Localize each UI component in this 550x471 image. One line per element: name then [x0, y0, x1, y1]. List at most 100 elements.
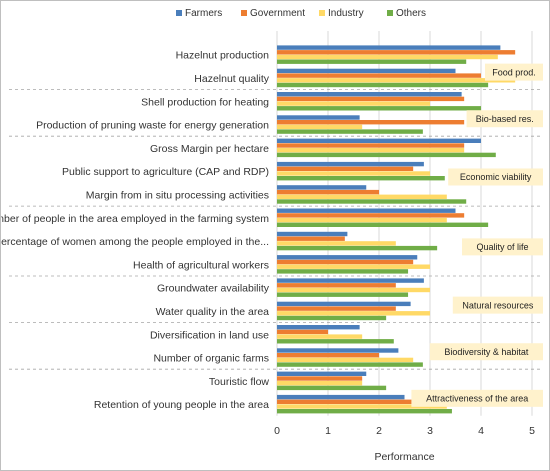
bar-government: [277, 166, 414, 171]
bar-farmers: [277, 161, 424, 167]
bar-government: [277, 399, 430, 404]
bar-others: [277, 315, 387, 321]
bar-industry: [277, 54, 498, 60]
bar-government: [277, 329, 328, 335]
bar-farmers: [277, 325, 360, 330]
bar-industry: [277, 148, 465, 153]
bar-government: [277, 306, 396, 311]
bar-others: [277, 362, 423, 367]
bar-farmers: [277, 185, 367, 190]
bar-industry: [277, 217, 447, 223]
bar-others: [277, 269, 409, 274]
legend-label: Farmers: [185, 8, 222, 19]
group-label-box: [462, 238, 543, 256]
bar-others: [277, 339, 394, 344]
x-tick-label: 1: [325, 425, 331, 437]
bar-industry: [277, 357, 414, 363]
category-label: Public support to agriculture (CAP and R…: [62, 166, 269, 178]
bar-government: [277, 213, 465, 218]
bar-government: [277, 376, 363, 381]
x-tick-labels: 0 1 2 3 4 5: [274, 425, 535, 437]
category-label: Percentage of women among the people emp…: [1, 236, 269, 248]
category-label: Number of people in the area employed in…: [1, 213, 269, 225]
group-label-text: Bio-based res.: [476, 114, 534, 124]
category-label: Hazelnut production: [176, 50, 270, 62]
bar-others: [277, 82, 489, 88]
category-label: Health of agricultural workers: [133, 259, 269, 271]
category-label: Shell production for heating: [141, 96, 269, 108]
legend-swatch: [319, 10, 325, 16]
group-label-text: Biodiversity & habitat: [444, 347, 529, 357]
bar-others: [277, 129, 423, 134]
bar-industry: [277, 124, 363, 130]
bars: [277, 45, 516, 414]
bar-industry: [277, 264, 430, 269]
group-separators: [9, 89, 542, 370]
x-tick-label: 2: [376, 425, 382, 437]
bar-farmers: [277, 371, 367, 376]
legend-item-farmers: Farmers: [176, 8, 222, 19]
legend-swatch: [241, 10, 247, 16]
bar-government: [277, 96, 465, 102]
category-label: Touristic flow: [209, 376, 270, 388]
bar-farmers: [277, 231, 348, 237]
bar-industry: [277, 171, 430, 176]
x-tick-label: 4: [478, 425, 484, 437]
category-label: Retention of young people in the area: [94, 399, 269, 411]
bar-industry: [277, 287, 430, 293]
legend-swatch: [176, 10, 182, 16]
legend-item-government: Government: [241, 8, 305, 19]
category-label: Water quality in the area: [156, 306, 270, 318]
legend-label: Others: [396, 8, 426, 19]
group-label-text: Natural resources: [462, 300, 534, 310]
group-labels: Food prod. Bio-based res. Economic viabili…: [411, 63, 543, 407]
bar-others: [277, 409, 452, 414]
group-label-text: Quality of life: [476, 242, 528, 252]
legend-label: Government: [250, 8, 305, 19]
bar-farmers: [277, 278, 424, 283]
bar-farmers: [277, 68, 456, 74]
category-label: Gross Margin per hectare: [150, 143, 269, 155]
bar-farmers: [277, 45, 501, 50]
bar-industry: [277, 334, 363, 339]
bar-government: [277, 353, 379, 358]
group-label: Food prod.: [485, 63, 543, 81]
bar-industry: [277, 194, 447, 199]
group-label-text: Attractiveness of the area: [426, 394, 528, 404]
group-label-box: [466, 110, 543, 128]
bar-others: [277, 292, 409, 297]
group-label-box: [452, 296, 543, 314]
category-label: Hazelnut quality: [194, 73, 269, 85]
category-label: Production of pruning waste for energy g…: [36, 120, 269, 132]
group-label-box: [448, 168, 543, 186]
bar-industry: [277, 404, 447, 409]
bar-others: [277, 199, 467, 204]
x-tick-label: 5: [529, 425, 535, 437]
bar-others: [277, 176, 445, 181]
group-label: Quality of life: [462, 238, 543, 256]
bar-others: [277, 106, 481, 111]
bar-others: [277, 245, 438, 251]
bar-farmers: [277, 394, 405, 400]
legend-item-others: Others: [387, 8, 426, 19]
bar-others: [277, 59, 467, 64]
legend-swatch: [387, 10, 393, 16]
bar-farmers: [277, 255, 418, 260]
group-label: Bio-based res.: [466, 110, 543, 128]
group-label: Biodiversity & habitat: [429, 343, 543, 361]
bar-farmers: [277, 92, 462, 97]
group-label-text: Economic viability: [460, 172, 532, 182]
x-axis-title: Performance: [374, 451, 434, 463]
legend-item-industry: Industry: [319, 8, 364, 19]
bar-industry: [277, 78, 516, 83]
legend: Farmers Government Industry Others: [176, 8, 426, 19]
bar-industry: [277, 381, 363, 386]
bar-farmers: [277, 208, 456, 213]
group-label: Economic viability: [448, 168, 543, 186]
group-label-box: [411, 389, 543, 407]
bar-others: [277, 222, 489, 227]
bar-industry: [277, 311, 430, 316]
bar-farmers: [277, 348, 399, 353]
bar-others: [277, 152, 496, 158]
